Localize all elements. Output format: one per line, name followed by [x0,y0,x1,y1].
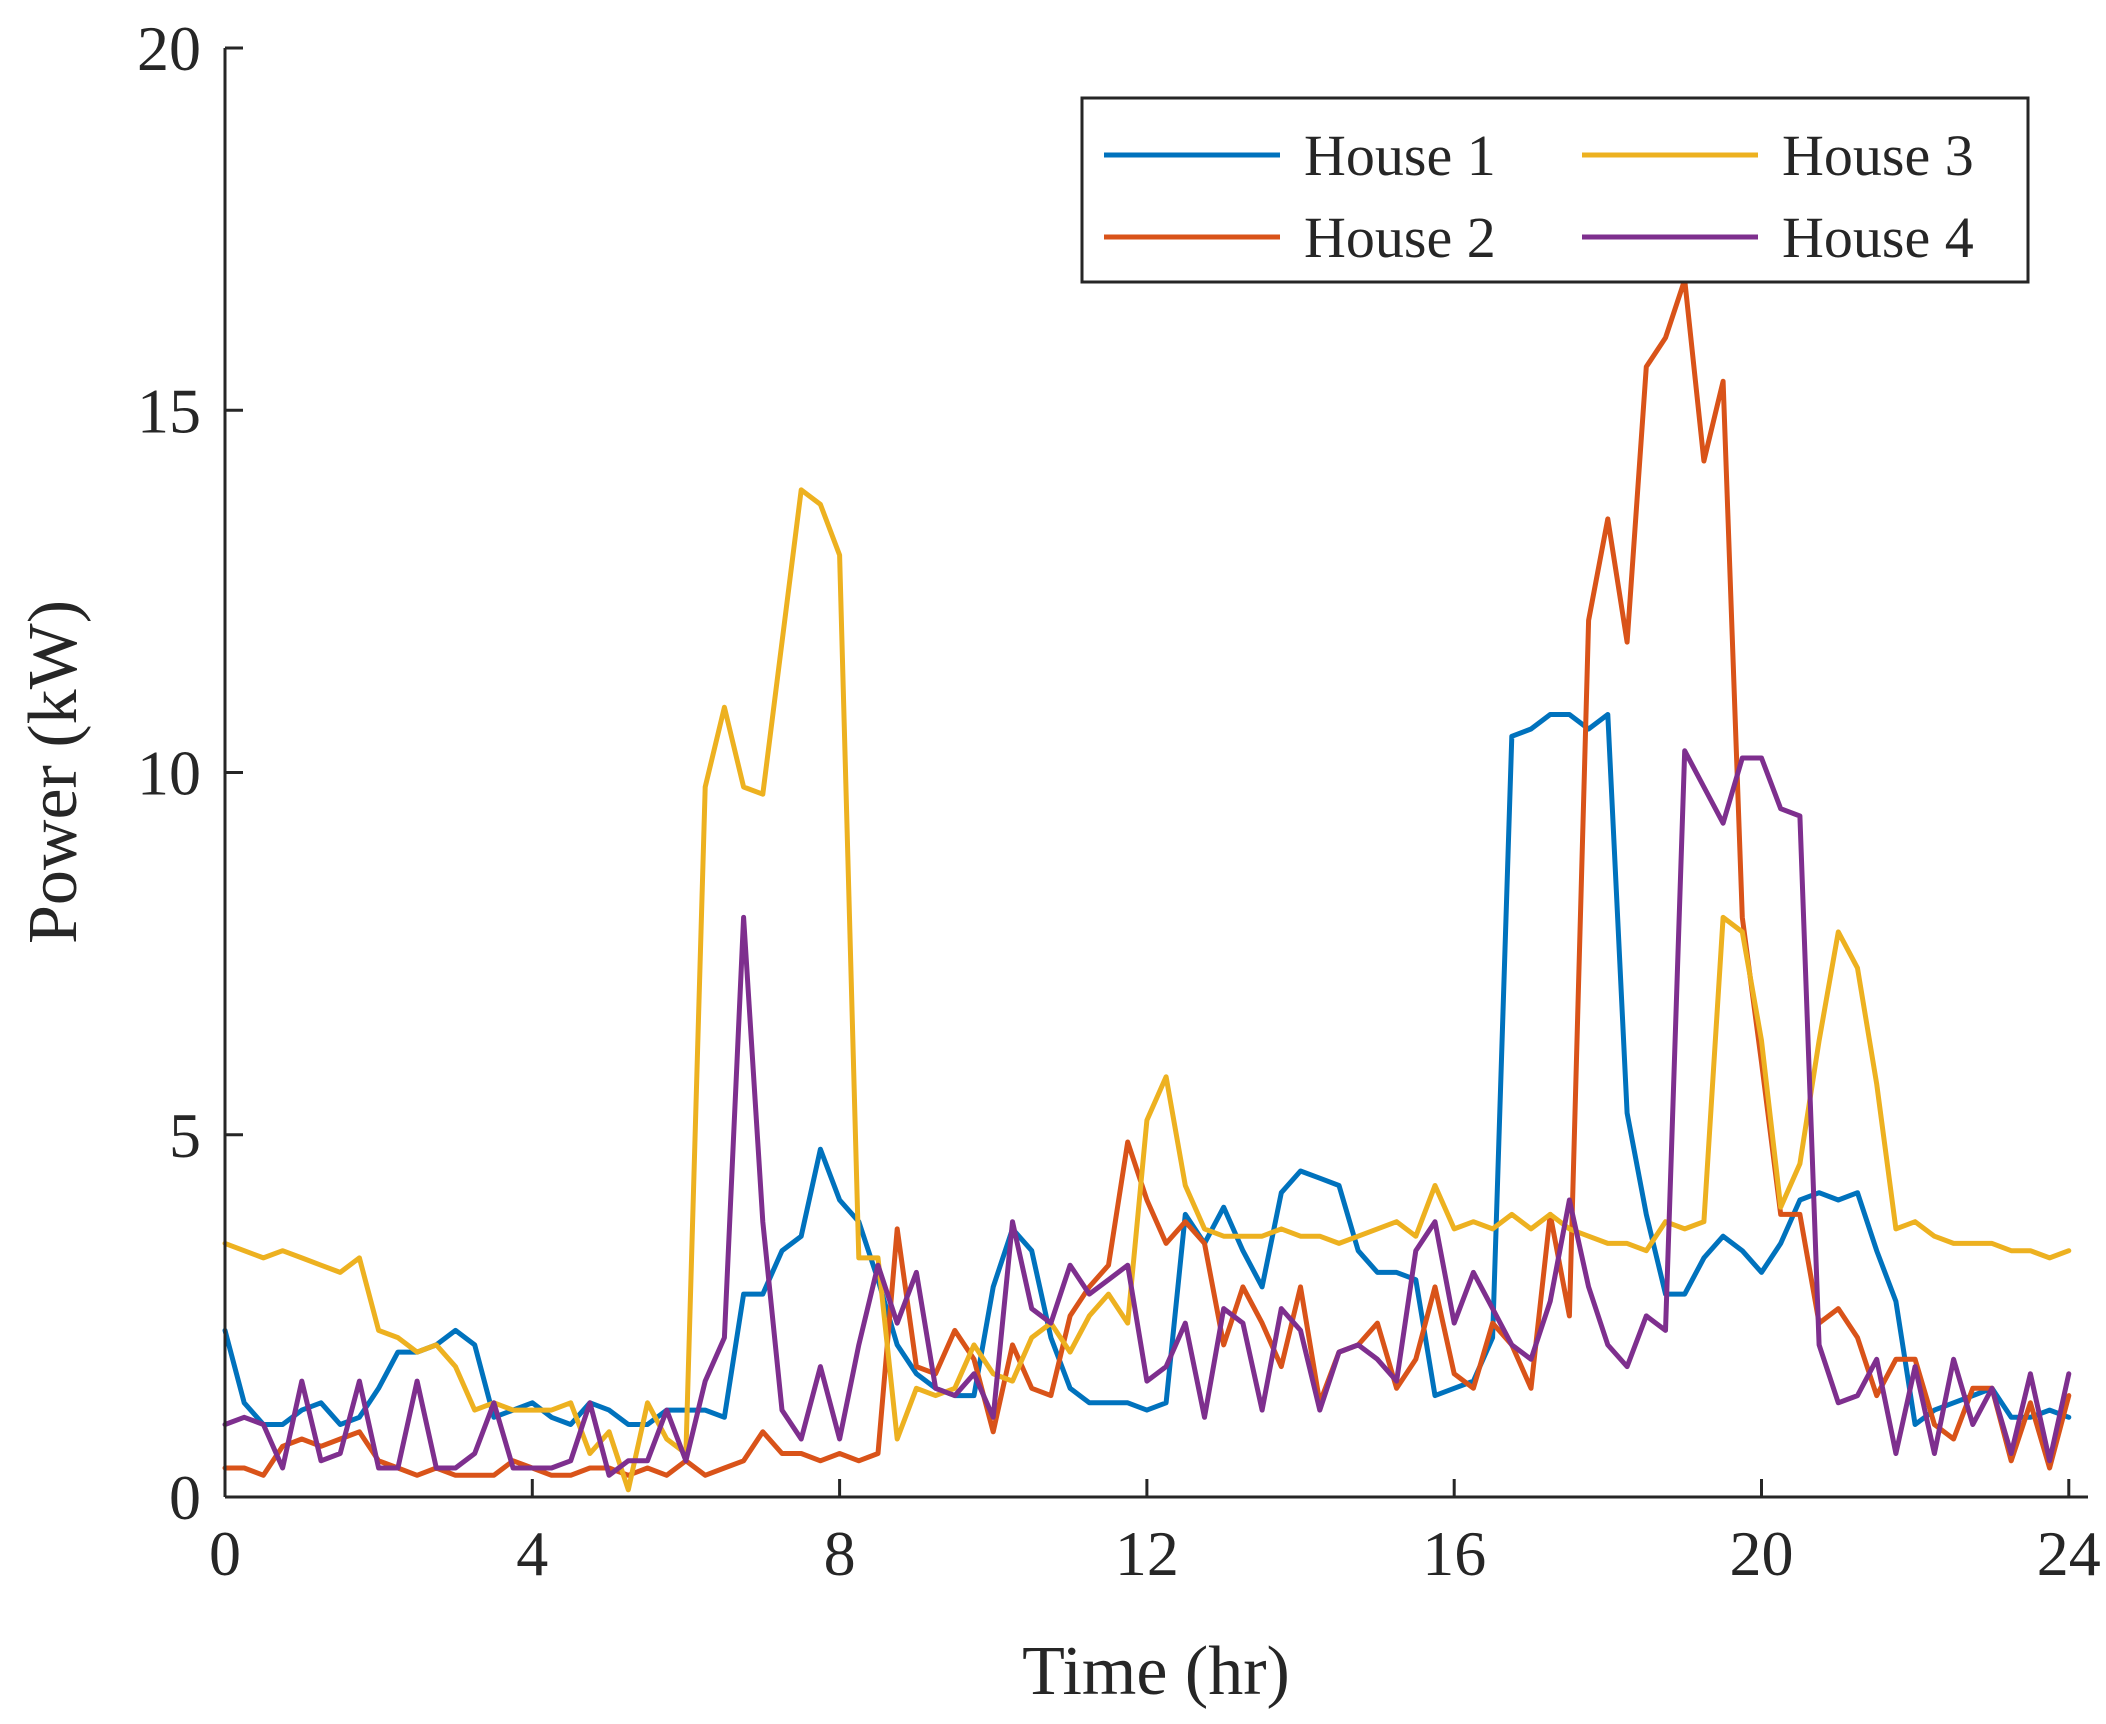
y-tick-label: 10 [137,738,201,809]
x-tick-label: 20 [1729,1518,1793,1589]
plot-area: 0 4 8 12 16 20 24 0 5 10 15 20 [137,13,2101,1589]
x-tick-label: 8 [824,1518,856,1589]
x-tick-label: 12 [1115,1518,1179,1589]
y-axis-title: Power (kW) [15,600,92,944]
legend-label-house-4: House 4 [1782,205,1974,270]
legend-label-house-3: House 3 [1782,123,1974,188]
series-line-house-4 [222,748,2072,1478]
legend-label-house-2: House 2 [1304,205,1496,270]
legend-label-house-1: House 1 [1304,123,1496,188]
x-tick-label: 4 [516,1518,548,1589]
y-tick-label: 15 [137,375,201,446]
y-ticks: 0 5 10 15 20 [137,13,243,1533]
x-axis-title: Time (hr) [1022,1633,1290,1710]
legend-box [1080,96,2030,284]
y-tick-label: 20 [137,13,201,84]
series-line-house-2 [222,277,2072,1478]
x-tick-label: 24 [2037,1518,2101,1589]
x-ticks: 0 4 8 12 16 20 24 [209,1479,2101,1589]
series-layer [222,277,2072,1493]
legend: House 1 House 2 House 3 House 4 [1080,96,2030,284]
series-line-house-1 [222,712,2072,1427]
y-tick-label: 5 [169,1100,201,1171]
x-tick-label: 16 [1422,1518,1486,1589]
y-tick-label: 0 [169,1462,201,1533]
x-tick-label: 0 [209,1518,241,1589]
series-line-house-3 [222,487,2072,1493]
